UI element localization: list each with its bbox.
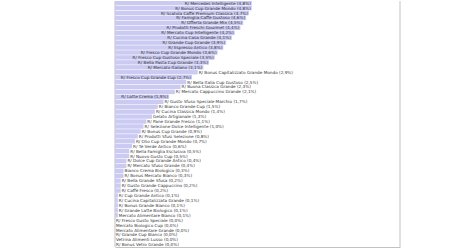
- value-label: (1,7%): [232, 99, 248, 104]
- bar: [115, 193, 118, 197]
- data-label: R/ Latte Crema (1,9%): [121, 94, 168, 99]
- category-label: R/ Fresco Cup Grande Cup: [121, 75, 176, 80]
- plot: R/ Mercedes Intelligente (4,8%)R/ Bonus …: [115, 1, 401, 248]
- bar: [115, 95, 169, 99]
- bar: [115, 124, 144, 128]
- bar: [115, 203, 118, 207]
- category-label: R/ Mercato Italiano: [148, 65, 188, 70]
- chart: R/ Mercedes Intelligente (4,8%)R/ Bonus …: [0, 0, 450, 250]
- bar: [115, 183, 121, 187]
- bar: [115, 119, 146, 123]
- bar: [115, 75, 192, 79]
- bar: [115, 129, 141, 133]
- bar: [115, 105, 158, 109]
- value-label: (1,4%): [210, 109, 226, 114]
- value-label: (0,1%): [184, 198, 200, 203]
- bar: [115, 149, 129, 153]
- bar: [115, 159, 126, 163]
- value-label: (0,5%): [186, 149, 202, 154]
- bar: [115, 80, 186, 84]
- category-label: R/ Latte Crema: [121, 94, 153, 99]
- category-label: R/ Bonus Vetro Grande: [116, 242, 164, 247]
- bar: [115, 100, 163, 104]
- value-label: (0,0%): [164, 242, 180, 247]
- bars: [115, 1, 252, 217]
- bar: [115, 198, 118, 202]
- data-label: R/ Mercato Cappuccino Grande (2,1%): [176, 89, 257, 94]
- value-label: (2,1%): [241, 89, 257, 94]
- value-label: (0,2%): [182, 183, 198, 188]
- bar: [115, 85, 181, 89]
- value-label: (2,9%): [278, 70, 294, 75]
- data-label: R/ Fresco Cup Grande Cup (2,7%): [121, 75, 192, 80]
- data-label: R/ Mercato Italiano (3,1%): [148, 65, 203, 70]
- bar: [115, 179, 121, 183]
- bar: [115, 134, 138, 138]
- data-label: R/ Bonus Capitalizzato Grande Mondo (2,9…: [199, 70, 294, 75]
- data-labels: R/ Mercedes Intelligente (4,8%)R/ Bonus …: [116, 1, 293, 248]
- frame-line: [400, 1, 401, 247]
- bar: [115, 65, 203, 69]
- bar: [115, 139, 135, 143]
- category-label: R/ Mercato Cappuccino Grande: [176, 89, 241, 94]
- bar: [115, 169, 124, 173]
- bar: [115, 110, 155, 114]
- bar: [115, 208, 118, 212]
- data-label: R/ Bonus Vetro Grande (0,0%): [116, 242, 179, 247]
- value-label: (1,0%): [208, 124, 224, 129]
- category-label: R/ Bonus Capitalizzato Grande Mondo: [199, 70, 278, 75]
- value-label: (0,7%): [191, 139, 207, 144]
